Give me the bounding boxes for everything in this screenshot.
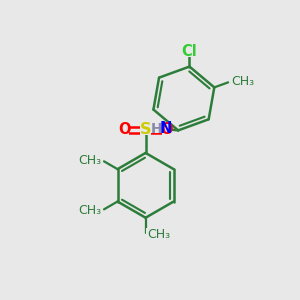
Text: CH₃: CH₃ [78, 204, 101, 217]
Text: O: O [118, 122, 130, 137]
Text: H: H [151, 122, 162, 136]
Text: N: N [159, 121, 172, 136]
Text: O: O [160, 122, 173, 137]
Bar [183, 47, 196, 57]
Text: Cl: Cl [182, 44, 197, 59]
Bar [162, 125, 172, 135]
Text: CH₃: CH₃ [147, 228, 170, 241]
Bar [148, 124, 165, 134]
Text: CH₃: CH₃ [231, 75, 254, 88]
Text: CH₃: CH₃ [78, 154, 101, 167]
Bar [120, 125, 129, 135]
Bar [140, 125, 151, 135]
Text: S: S [140, 122, 151, 137]
